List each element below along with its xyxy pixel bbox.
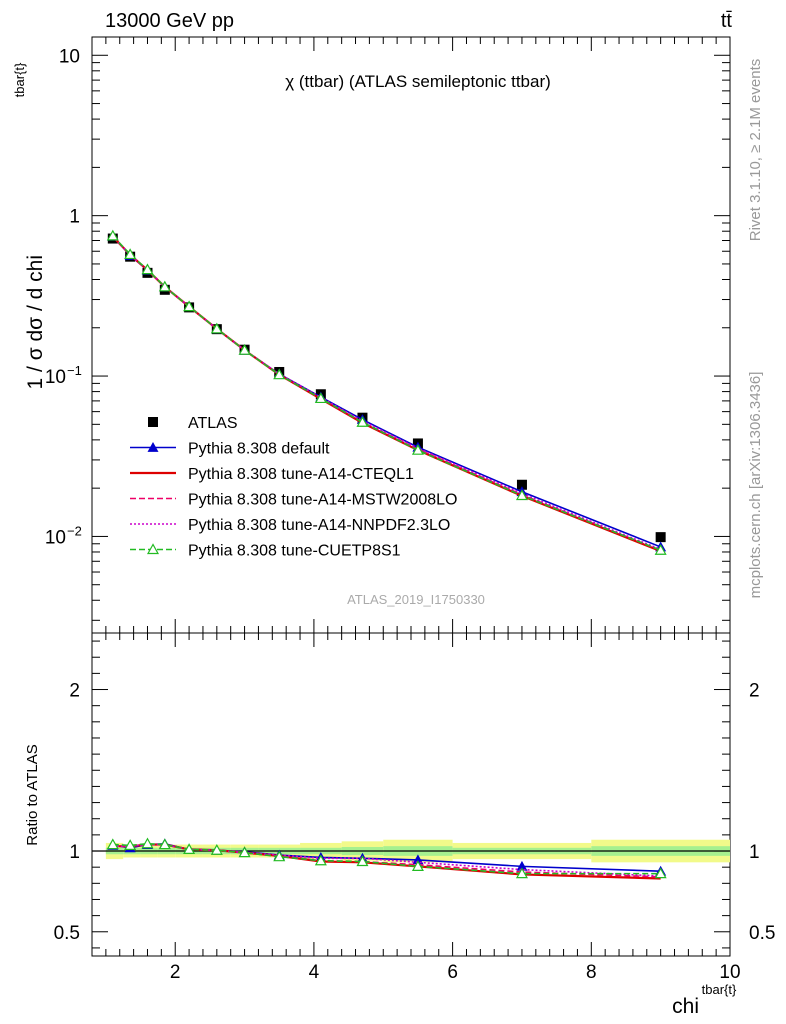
ratio-series-4-marker [314, 854, 327, 866]
ratio-series-4-marker [654, 867, 667, 879]
mc-series-5-marker [210, 322, 223, 334]
mc-series-5-marker [183, 300, 196, 312]
legend-marker [148, 417, 158, 427]
x-tick-label: 8 [586, 962, 597, 983]
legend-label: Pythia 8.308 tune-A14-CTEQL1 [188, 466, 414, 483]
mc-series-5-marker [106, 229, 119, 241]
ratio-y-tick-label: 1 [69, 842, 80, 863]
ratio-series-4-marker [124, 839, 137, 850]
ratio-series-0-marker [516, 860, 528, 871]
plot-title: χ (ttbar) (ATLAS semileptonic ttbar) [285, 72, 551, 91]
ratio-series-4-marker [183, 843, 196, 855]
legend-label: Pythia 8.308 tune-A14-NNPDF2.3LO [188, 517, 450, 534]
legend-marker [146, 543, 160, 555]
y-tick-label: 10 [45, 367, 66, 388]
ratio-plot-frame [91, 632, 731, 957]
y-axis-label-superscript: tbar{t} [12, 62, 27, 97]
y-tick-label-exponent: −1 [67, 363, 82, 378]
mc-series-5-marker [356, 416, 369, 427]
ratio-series-4-marker [141, 837, 154, 849]
y-tick-label: 10 [59, 46, 80, 67]
ratio-series-4-marker [411, 860, 424, 871]
mc-series-5-marker [411, 443, 424, 455]
ratio-y-tick-label-right: 0.5 [749, 923, 775, 944]
mc-series-5-marker [314, 392, 327, 404]
legend-label: Pythia 8.308 tune-CUETP8S1 [188, 543, 401, 560]
mcplots-label: mcplots.cern.ch [arXiv:1306.3436] [747, 372, 764, 599]
legend-label: Pythia 8.308 tune-A14-MSTW2008LO [188, 492, 457, 509]
ratio-series-4-marker [158, 838, 171, 850]
mc-series-5-marker [515, 489, 528, 501]
x-tick-label: 6 [447, 962, 458, 983]
data-point [655, 532, 666, 543]
ratio-y-tick-label: 2 [69, 681, 80, 702]
data-point [516, 479, 527, 490]
ratio-axis-label: Ratio to ATLAS [24, 744, 41, 845]
ratio-series-4-marker [515, 867, 528, 879]
x-tick-label: 4 [309, 962, 320, 983]
mc-series-5-marker [124, 248, 137, 260]
final-state-label: tt̄ [721, 10, 733, 32]
legend-label: ATLAS [188, 415, 238, 432]
process-label: 13000 GeV pp [105, 10, 234, 32]
ratio-series-4-marker [273, 850, 286, 862]
ratio-series-4-marker [356, 855, 369, 867]
x-axis-label-superscript: tbar{t} [702, 982, 737, 997]
ratio-y-tick-label: 0.5 [54, 923, 80, 944]
ratio-y-tick-label-right: 2 [749, 681, 760, 702]
legend-label: Pythia 8.308 default [188, 441, 330, 458]
mc-series-5-marker [141, 263, 154, 275]
ratio-series-4-marker [210, 843, 223, 855]
x-axis-label: chi [672, 995, 699, 1018]
mc-series-5-marker [238, 343, 251, 355]
mc-series-5-marker [654, 544, 667, 555]
ratio-series-4-marker [106, 838, 119, 850]
y-tick-label: 10 [45, 527, 66, 548]
x-tick-label: 2 [170, 962, 181, 983]
rivet-version-label: Rivet 3.1.10, ≥ 2.1M events [747, 59, 764, 242]
mc-series-5-marker [158, 280, 171, 292]
y-axis-label: 1 / σ dσ / d chi [24, 255, 47, 389]
analysis-watermark: ATLAS_2019_I1750330 [347, 592, 485, 607]
ratio-y-tick-label-right: 1 [749, 842, 760, 863]
y-axis-label-text: 1 / σ dσ / d chi [24, 255, 47, 389]
y-tick-label-exponent: −2 [67, 523, 82, 538]
legend-marker [147, 442, 159, 452]
y-tick-label: 1 [69, 207, 80, 228]
x-tick-label: 10 [719, 962, 740, 983]
ratio-series-4-marker [238, 846, 251, 858]
mc-series-5-marker [273, 368, 286, 380]
